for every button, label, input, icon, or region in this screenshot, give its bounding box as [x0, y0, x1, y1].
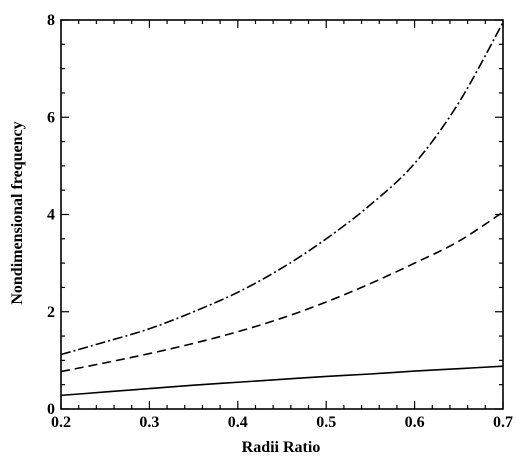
x-tick-label: 0.5 — [316, 414, 336, 431]
plot-frame — [60, 19, 504, 410]
x-tick-label: 0.4 — [228, 414, 248, 431]
y-tick-label: 8 — [47, 12, 55, 29]
series-line-dashed — [60, 211, 504, 373]
y-tick-label: 0 — [47, 401, 55, 418]
x-axis-label: Radii Ratio — [242, 439, 321, 456]
series-line-dash-dot — [60, 22, 504, 356]
y-tick-label: 2 — [47, 304, 55, 321]
y-tick-label: 6 — [47, 109, 55, 126]
y-axis-label: Nondimensional frequency — [9, 121, 26, 304]
plot-area: 0.2 0.3 0.4 0.5 0.6 0.7 0 2 4 6 8 — [47, 12, 513, 431]
x-tick-label: 0.6 — [405, 414, 425, 431]
x-tick-label: 0.7 — [493, 414, 513, 431]
x-tick-label: 0.2 — [51, 414, 71, 431]
series-line-solid — [60, 365, 504, 397]
y-tick-label: 4 — [47, 207, 55, 224]
x-tick-label: 0.3 — [139, 414, 159, 431]
